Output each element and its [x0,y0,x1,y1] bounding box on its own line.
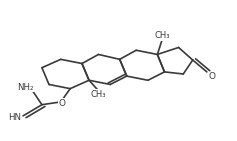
Text: NH₂: NH₂ [17,83,34,92]
Text: O: O [208,72,215,81]
Text: CH₃: CH₃ [154,31,170,40]
Text: HN: HN [8,114,21,123]
Text: O: O [59,99,65,108]
Text: CH₃: CH₃ [91,90,106,99]
